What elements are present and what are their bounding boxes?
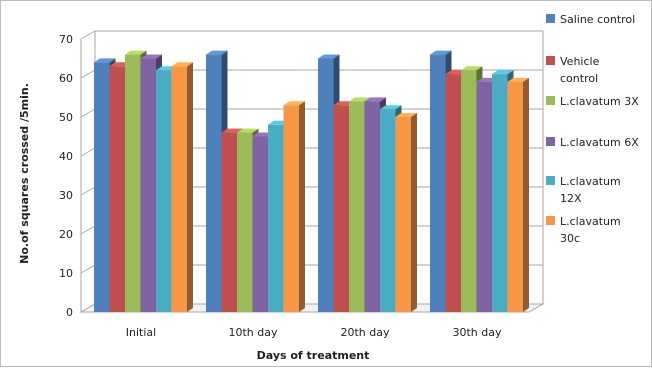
bar-front — [156, 70, 172, 312]
bar-front — [268, 124, 284, 312]
bar-side — [523, 77, 529, 313]
legend-swatch — [546, 96, 555, 105]
x-tick-label: 10th day — [228, 326, 278, 339]
bar-front — [283, 105, 299, 312]
legend-label: L.clavatum — [560, 175, 621, 188]
bar-front — [318, 58, 334, 312]
bar-front — [171, 66, 187, 312]
bar-front — [109, 66, 125, 312]
bar — [507, 77, 529, 313]
bar-front — [221, 132, 237, 312]
legend-label: control — [560, 72, 598, 85]
legend-item: Vehicle control — [546, 55, 600, 85]
legend-label: Vehicle — [560, 55, 600, 68]
bar-front — [349, 101, 365, 313]
bar-top — [221, 128, 243, 133]
bar-top — [507, 77, 529, 82]
legend-item: L.clavatum 30c — [546, 215, 621, 245]
bar-top — [283, 101, 305, 106]
bar-side — [299, 101, 305, 312]
y-tick-label: 40 — [59, 150, 73, 163]
bar-top — [395, 113, 417, 117]
legend-swatch — [546, 137, 555, 146]
gridline-side — [80, 264, 96, 274]
bar-front — [492, 74, 508, 312]
legend-swatch — [546, 216, 555, 225]
legend-label: Saline control — [560, 13, 635, 26]
legend-label: L.clavatum 3X — [560, 95, 639, 108]
y-axis-title: No.of squares crossed /5min. — [18, 83, 31, 264]
bar-top — [364, 97, 386, 102]
bar-front — [445, 74, 461, 312]
x-tick-label: 20th day — [340, 326, 390, 339]
bar-front — [507, 81, 523, 313]
bar-front — [430, 54, 446, 312]
y-tick-label: 60 — [59, 72, 73, 85]
gridline-side — [80, 30, 96, 40]
legend-item: L.clavatum 12X — [546, 175, 621, 205]
legend-item: Saline control — [546, 13, 635, 26]
bar-top — [140, 54, 162, 59]
bar-top — [461, 66, 483, 71]
gridline-side — [80, 108, 96, 118]
x-axis-title: Days of treatment — [257, 349, 370, 362]
legend-label: 12X — [560, 192, 582, 205]
bar-front — [364, 101, 380, 313]
bar-front — [461, 70, 477, 312]
bar-top — [430, 50, 452, 55]
bar-front — [94, 62, 110, 313]
bar-top — [318, 54, 340, 59]
bar-top — [492, 70, 514, 75]
bar-top — [206, 50, 228, 55]
legend-item: L.clavatum 6X — [546, 136, 639, 149]
bar-front — [206, 54, 222, 312]
y-tick-label: 30 — [59, 189, 73, 202]
y-tick-label: 50 — [59, 111, 73, 124]
gridline-side — [80, 147, 96, 157]
y-tick-label: 10 — [59, 267, 73, 280]
bar-top — [349, 97, 371, 102]
bar-side — [411, 113, 417, 312]
bar — [283, 101, 305, 312]
bars — [94, 50, 529, 313]
bar-front — [237, 132, 253, 312]
bar-front — [125, 54, 141, 312]
y-tick-label: 20 — [59, 228, 73, 241]
legend-swatch — [546, 14, 555, 23]
bar-front — [140, 58, 156, 312]
x-tick-label: Initial — [126, 326, 156, 339]
bar-top — [125, 50, 147, 55]
y-tick-label: 70 — [59, 33, 73, 46]
legend-swatch — [546, 56, 555, 65]
bar — [171, 62, 193, 312]
legend: Saline control Vehicle control L.clavatum 3… — [546, 13, 639, 245]
legend-label: 30c — [560, 232, 580, 245]
bar-front — [395, 117, 411, 312]
gridline-side — [80, 225, 96, 235]
gridline-side — [80, 186, 96, 196]
bar-top — [171, 62, 193, 67]
x-tick-label: 30th day — [452, 326, 502, 339]
bar-front — [380, 109, 396, 312]
legend-label: L.clavatum 6X — [560, 136, 639, 149]
tick-labels: 0 10 20 30 40 50 60 70 Initial 10th day 20th day 30… — [59, 33, 502, 339]
bar-front — [476, 81, 492, 313]
legend-swatch — [546, 176, 555, 185]
gridline-side — [80, 69, 96, 79]
legend-item: L.clavatum 3X — [546, 95, 639, 108]
bar-front — [333, 105, 349, 312]
bar-side — [187, 62, 193, 312]
bar — [395, 113, 417, 312]
bar-top — [380, 105, 402, 110]
y-tick-label: 0 — [66, 306, 73, 319]
legend-label: L.clavatum — [560, 215, 621, 228]
bar-top — [237, 128, 259, 133]
bar-top — [94, 58, 116, 63]
bar-front — [252, 136, 268, 312]
